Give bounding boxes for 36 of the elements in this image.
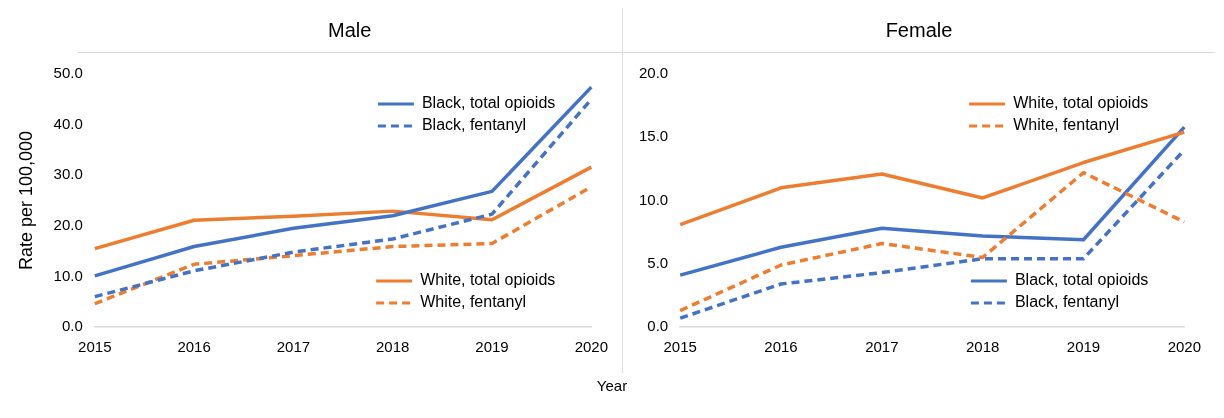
y-tick-label: 10.0 bbox=[638, 190, 669, 208]
chart-title: Male bbox=[78, 8, 622, 53]
x-tick-label: 2016 bbox=[177, 338, 211, 356]
x-tick-label: 2020 bbox=[574, 338, 608, 356]
legend-label: White, fentanyl bbox=[420, 293, 526, 311]
chart-title: Female bbox=[623, 8, 1215, 53]
y-axis-title: Rate per 100,000 bbox=[15, 130, 36, 271]
x-tick-label: 2020 bbox=[1167, 338, 1201, 356]
x-tick-label: 2015 bbox=[78, 338, 112, 356]
x-tick-label: 2019 bbox=[475, 338, 509, 356]
x-axis-title: Year bbox=[595, 377, 629, 394]
legend-label: Black, total opioids bbox=[421, 94, 556, 112]
y-tick-label: 5.0 bbox=[647, 253, 669, 271]
y-tick-label: 50.0 bbox=[53, 64, 83, 82]
x-tick-label: 2017 bbox=[865, 338, 899, 356]
x-tick-label: 2018 bbox=[965, 338, 1000, 356]
line-series bbox=[678, 170, 1187, 313]
y-tick-label: 0.0 bbox=[647, 317, 669, 335]
y-tick-label: 10.0 bbox=[53, 266, 83, 284]
x-tick-label: 2016 bbox=[764, 338, 798, 356]
legend-label: White, total opioids bbox=[1013, 94, 1149, 112]
x-tick-label: 2017 bbox=[276, 338, 311, 356]
y-tick-label: 40.0 bbox=[53, 114, 83, 132]
y-tick-label: 20.0 bbox=[53, 215, 83, 233]
legend-label: Black, total opioids bbox=[1014, 271, 1149, 289]
y-tick-label: 15.0 bbox=[638, 127, 669, 145]
x-tick-label: 2018 bbox=[376, 338, 410, 356]
y-tick-label: 20.0 bbox=[638, 64, 669, 82]
legend-label: Black, fentanyl bbox=[421, 116, 526, 134]
y-tick-label: 30.0 bbox=[53, 165, 83, 183]
x-tick-label: 2019 bbox=[1066, 338, 1101, 356]
legend-label: Black, fentanyl bbox=[1014, 293, 1119, 311]
y-tick-label: 0.0 bbox=[61, 317, 83, 335]
legend-label: White, fentanyl bbox=[1013, 116, 1119, 134]
x-tick-label: 2015 bbox=[663, 338, 697, 356]
legend-label: White, total opioids bbox=[420, 271, 556, 289]
